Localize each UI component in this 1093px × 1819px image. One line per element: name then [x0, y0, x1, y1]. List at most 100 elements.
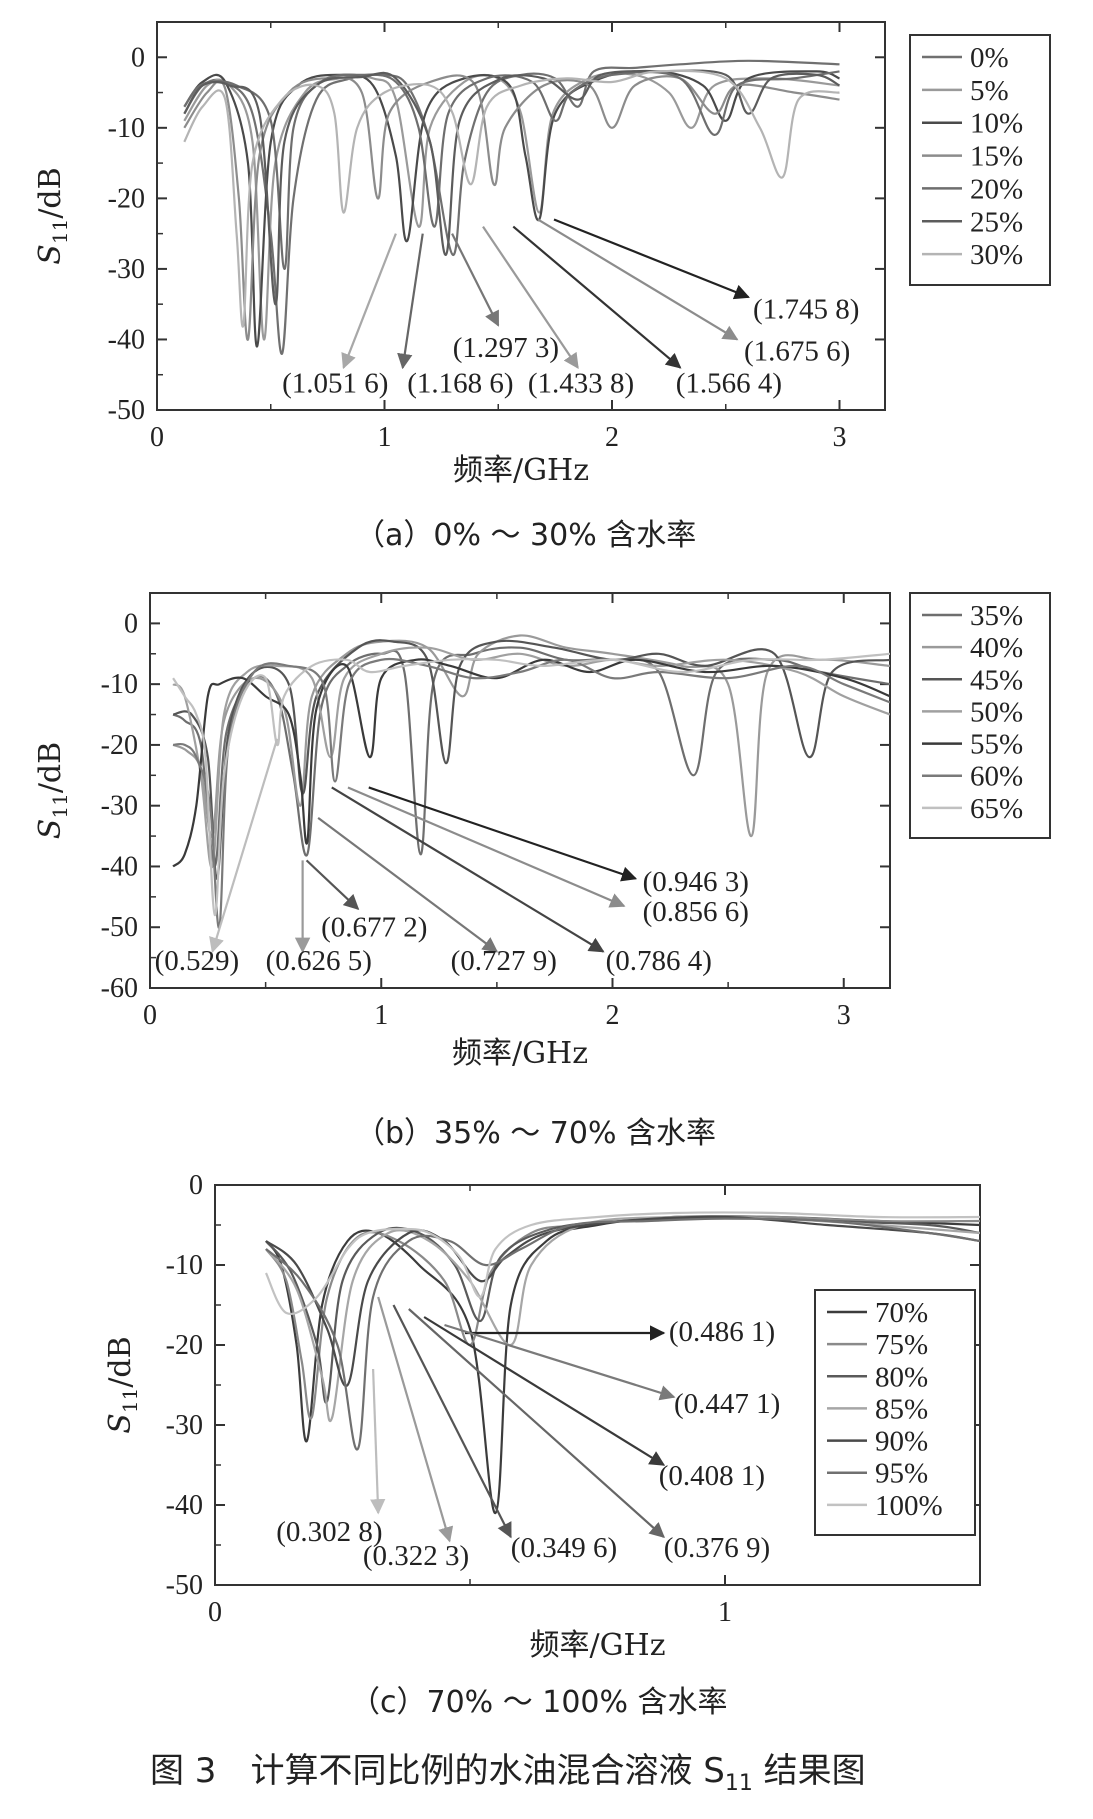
legend-label: 35%	[970, 600, 1023, 632]
annotation-label: (0.322 3)	[363, 1540, 469, 1572]
x-axis-title: 频率/GHz	[452, 1036, 588, 1071]
legend-label: 80%	[875, 1361, 928, 1393]
legend-label: 65%	[970, 793, 1023, 825]
legend-label: 70%	[875, 1297, 928, 1329]
legend-label: 30%	[970, 239, 1023, 271]
figure-title-tail: 结果图	[753, 1751, 866, 1791]
y-tick-label: -10	[166, 1250, 203, 1281]
y-tick-label: -20	[108, 183, 145, 214]
series-line-30pct	[183, 69, 840, 328]
y-axis-title: S11/dB	[103, 1336, 142, 1433]
legend-label: 95%	[875, 1458, 928, 1490]
caption-c: （c）70% ～ 100% 含水率	[350, 1685, 728, 1720]
figure-title-sub: 11	[725, 1771, 753, 1796]
x-axis-title: 频率/GHz	[453, 453, 589, 488]
legend-box	[814, 1289, 976, 1536]
y-tick-label: -30	[101, 791, 138, 822]
legend-label: 25%	[970, 206, 1023, 238]
series-line-55pct	[172, 658, 890, 868]
annotation-label: (1.745 8)	[753, 293, 859, 325]
series-line-5pct	[183, 72, 840, 341]
series-line-25pct	[183, 69, 841, 306]
x-tick-label: 2	[605, 422, 619, 453]
y-tick-label: -30	[108, 254, 145, 285]
annotation-arrow	[423, 1316, 666, 1466]
series-line-95pct	[265, 1217, 980, 1451]
annotation-arrow	[537, 218, 739, 341]
legend-label: 15%	[970, 141, 1023, 173]
annotation-arrow	[553, 218, 750, 300]
annotation-arrow	[377, 1296, 454, 1543]
annotation-label: (1.675 6)	[744, 336, 850, 368]
chart-panel-1: 0-10-20-30-40-50-600 1 2 3频率/GHzS11/dB(0.94…	[33, 592, 1051, 1071]
annotation-arrow	[368, 786, 638, 882]
annotation-arrow	[317, 816, 499, 953]
y-axis-title: S11/dB	[33, 167, 72, 264]
legend-label: 55%	[970, 729, 1023, 761]
series-group	[172, 634, 890, 929]
y-tick-label: -30	[166, 1410, 203, 1441]
figure-title-main: 图 3 计算不同比例的水油混合溶液 S	[150, 1751, 725, 1791]
legend-label: 10%	[970, 108, 1023, 140]
y-tick-label: -50	[166, 1570, 203, 1601]
series-line-60pct	[173, 657, 890, 929]
annotation-label: (0.408 1)	[659, 1460, 765, 1492]
y-tick-label: -40	[101, 851, 138, 882]
y-tick-label: -10	[101, 669, 138, 700]
annotation-label: (0.447 1)	[674, 1388, 780, 1420]
series-line-100pct	[265, 1211, 980, 1315]
legend-box	[909, 34, 1051, 286]
annotation-arrow	[370, 1368, 386, 1515]
annotation-arrow	[392, 1304, 512, 1539]
y-tick-label: -40	[108, 324, 145, 355]
annotation-label: (0.946 3)	[643, 866, 749, 898]
x-tick-label: 0	[208, 1597, 222, 1628]
legend-label: 45%	[970, 664, 1023, 696]
annotation-arrow	[408, 1308, 665, 1539]
x-tick-label: 0	[150, 422, 164, 453]
x-axis-title: 频率/GHz	[529, 1628, 665, 1663]
series-line-10pct	[183, 69, 840, 348]
annotation-arrow	[482, 225, 579, 369]
annotation-label: (0.856 6)	[643, 896, 749, 928]
annotation-label: (1.297 3)	[453, 332, 559, 364]
series-group	[183, 59, 841, 355]
series-line-0pct	[183, 59, 840, 355]
annotation-arrow	[305, 859, 360, 911]
series-line-35pct	[172, 646, 890, 868]
y-tick-label: -10	[108, 113, 145, 144]
annotation-label: (0.349 6)	[511, 1532, 617, 1564]
legend-label: 75%	[875, 1329, 928, 1361]
legend-label: 100%	[875, 1490, 943, 1522]
caption-b: （b）35% ～ 70% 含水率	[355, 1116, 716, 1151]
annotation-arrow	[331, 786, 605, 953]
x-tick-label: 1	[718, 1597, 732, 1628]
legend-label: 50%	[970, 696, 1023, 728]
annotation-label: (0.626 5)	[266, 945, 372, 977]
series-line-75pct	[265, 1215, 980, 1420]
annotation-label: (1.433 8)	[528, 367, 634, 399]
y-tick-label: -20	[101, 730, 138, 761]
y-tick-label: -50	[108, 395, 145, 426]
y-tick-label: 0	[131, 42, 145, 73]
annotation-arrow	[347, 786, 626, 908]
legend-label: 5%	[970, 75, 1009, 107]
annotation-label: (0.302 8)	[276, 1516, 382, 1548]
annotation-label: (0.376 9)	[664, 1532, 770, 1564]
plot-frame	[156, 21, 886, 411]
x-tick-label: 1	[374, 1000, 388, 1031]
annotation-label: (0.486 1)	[669, 1316, 775, 1348]
legend-label: 0%	[970, 42, 1009, 74]
series-group	[265, 1211, 980, 1515]
plot-frame	[149, 592, 891, 989]
annotation-label: (1.051 6)	[282, 367, 388, 399]
legend-box	[909, 592, 1051, 839]
legend-label: 40%	[970, 632, 1023, 664]
x-tick-label: 2	[606, 1000, 620, 1031]
annotation-label: (1.168 6)	[407, 367, 513, 399]
annotation-label: (0.727 9)	[451, 945, 557, 977]
x-tick-label: 0	[143, 1000, 157, 1031]
annotation-label: (0.786 4)	[606, 945, 712, 977]
